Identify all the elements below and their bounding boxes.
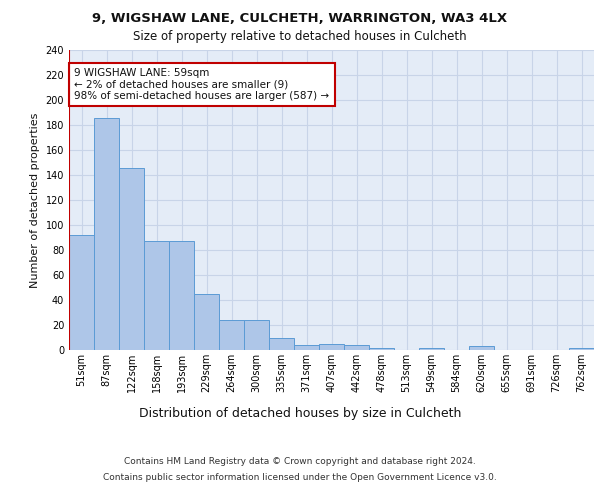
Text: 9 WIGSHAW LANE: 59sqm
← 2% of detached houses are smaller (9)
98% of semi-detach: 9 WIGSHAW LANE: 59sqm ← 2% of detached h…	[74, 68, 329, 101]
Bar	[269, 338, 294, 350]
Text: Distribution of detached houses by size in Culcheth: Distribution of detached houses by size …	[139, 408, 461, 420]
Bar	[119, 168, 144, 350]
Bar	[344, 345, 369, 350]
Text: Size of property relative to detached houses in Culcheth: Size of property relative to detached ho…	[133, 30, 467, 43]
Text: Contains HM Land Registry data © Crown copyright and database right 2024.: Contains HM Land Registry data © Crown c…	[124, 458, 476, 466]
Bar	[69, 235, 94, 350]
Text: Contains public sector information licensed under the Open Government Licence v3: Contains public sector information licen…	[103, 472, 497, 482]
Bar	[144, 242, 169, 350]
Bar	[569, 348, 594, 350]
Bar	[469, 346, 494, 350]
Bar	[369, 348, 394, 350]
Bar	[419, 348, 444, 350]
Bar	[294, 345, 319, 350]
Text: 9, WIGSHAW LANE, CULCHETH, WARRINGTON, WA3 4LX: 9, WIGSHAW LANE, CULCHETH, WARRINGTON, W…	[92, 12, 508, 26]
Bar	[219, 320, 244, 350]
Bar	[244, 320, 269, 350]
Bar	[194, 294, 219, 350]
Bar	[319, 344, 344, 350]
Bar	[94, 118, 119, 350]
Y-axis label: Number of detached properties: Number of detached properties	[30, 112, 40, 288]
Bar	[169, 242, 194, 350]
